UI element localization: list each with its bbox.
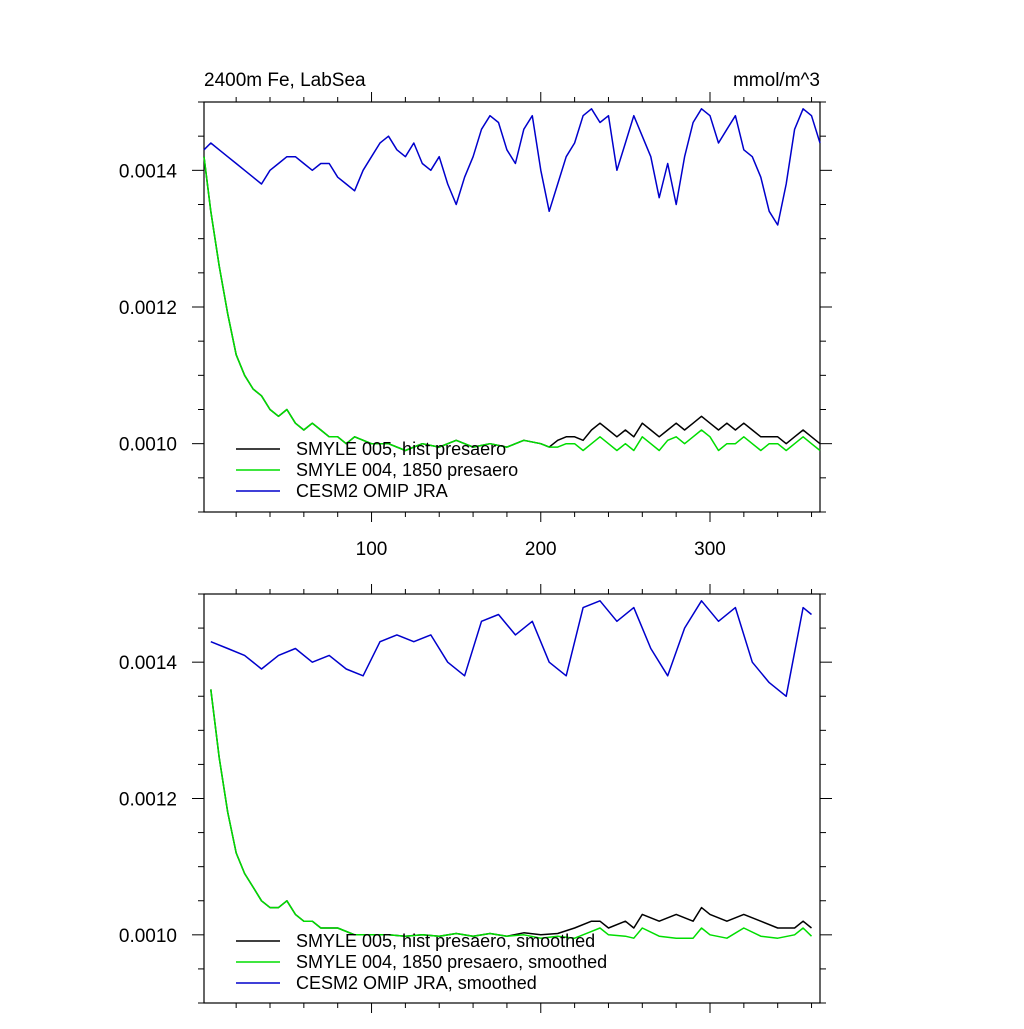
x-tick-label: 200 bbox=[525, 539, 557, 560]
series-line-omip bbox=[210, 600, 812, 698]
chart-title: 2400m Fe, LabSea bbox=[204, 70, 366, 91]
series-line-presaero1850 bbox=[210, 689, 813, 939]
y-tick-label: 0.0010 bbox=[119, 435, 177, 456]
series-line-presaero1850 bbox=[203, 156, 821, 452]
legend-label: CESM2 OMIP JRA bbox=[296, 481, 448, 501]
series-line-hist bbox=[203, 156, 821, 452]
x-tick-label: 300 bbox=[694, 539, 726, 560]
legend: SMYLE 005, hist presaero, smoothedSMYLE … bbox=[236, 931, 607, 993]
series-line-hist bbox=[210, 689, 812, 937]
y-tick-label: 0.0014 bbox=[119, 161, 178, 182]
panel-bottom: 0.0010 0.0012 0.0014 SMYLE 005, hist presae… bbox=[119, 584, 832, 1013]
y-tick-label: 0.0012 bbox=[119, 298, 177, 319]
legend-label: CESM2 OMIP JRA, smoothed bbox=[296, 973, 537, 993]
y-tick-label: 0.0014 bbox=[119, 653, 178, 674]
legend-label: SMYLE 005, hist presaero bbox=[296, 439, 506, 459]
panels: 0.0010 0.0012 0.0014 100 200 300 SMYLE 005, hi… bbox=[119, 92, 832, 1013]
y-tick-label: 0.0012 bbox=[119, 790, 177, 811]
legend-label: SMYLE 004, 1850 presaero bbox=[296, 460, 518, 480]
y-tick-label: 0.0010 bbox=[119, 926, 177, 947]
panel-top: 0.0010 0.0012 0.0014 100 200 300 SMYLE 005, hi… bbox=[119, 92, 832, 560]
x-tick-label: 100 bbox=[356, 539, 388, 560]
legend-label: SMYLE 004, 1850 presaero, smoothed bbox=[296, 952, 607, 972]
series-line-omip bbox=[203, 108, 821, 226]
legend-label: SMYLE 005, hist presaero, smoothed bbox=[296, 931, 595, 951]
units-label: mmol/m^3 bbox=[733, 70, 820, 91]
